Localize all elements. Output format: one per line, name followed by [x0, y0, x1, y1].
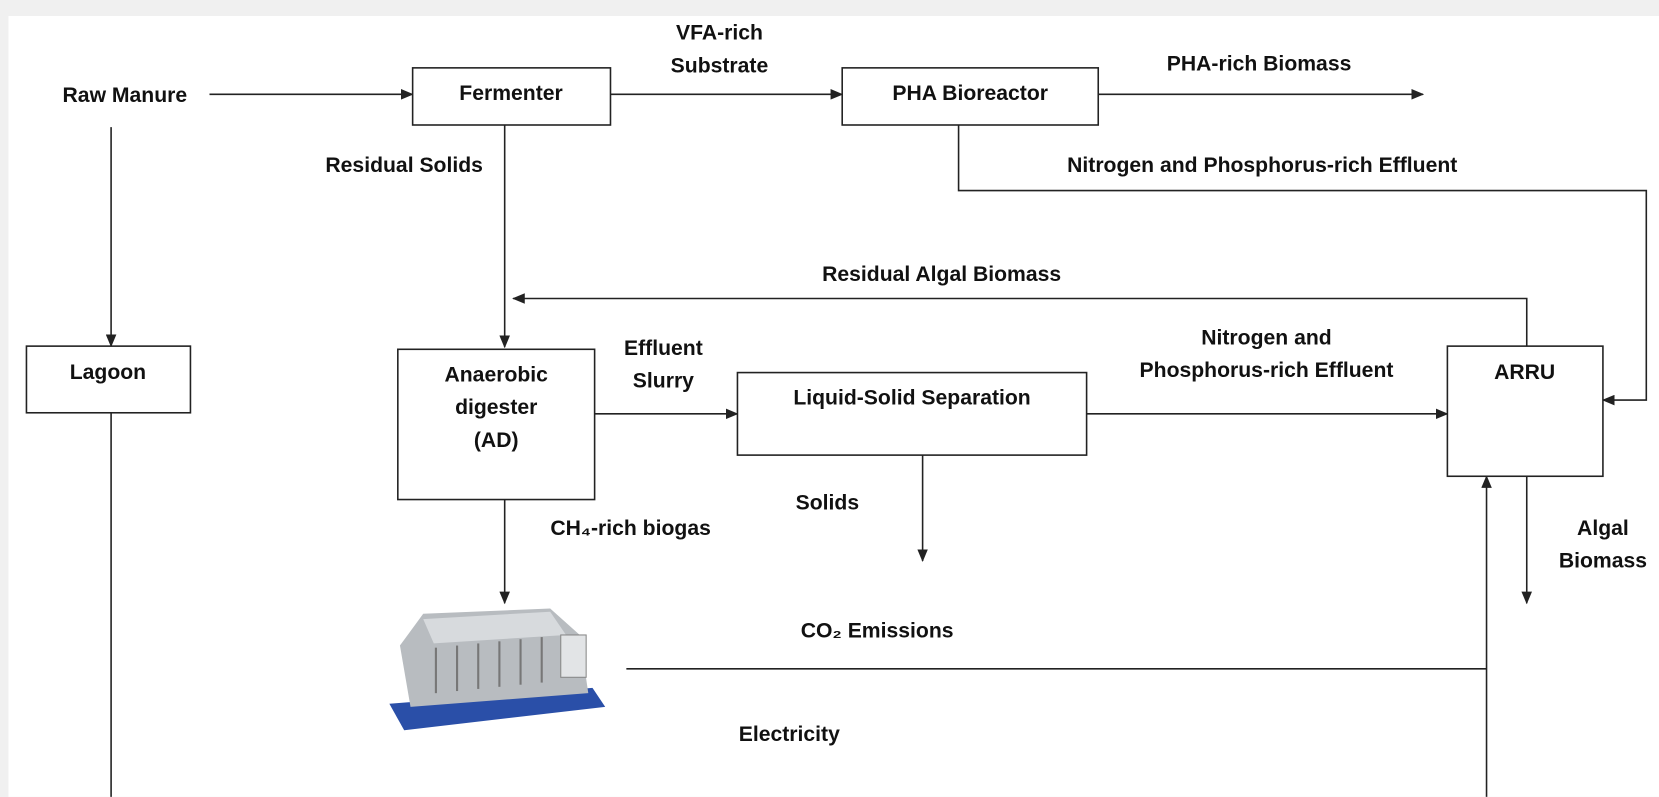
node-label: Lagoon: [70, 361, 146, 384]
edge-label: Residual Solids: [325, 154, 483, 177]
edge-label: Nitrogen and: [1201, 326, 1331, 349]
edge-label: VFA-rich: [676, 22, 763, 45]
node-label: digester: [455, 396, 537, 419]
edge-label: CO₂ Emissions: [801, 619, 954, 642]
edge-label: CH₄-rich biogas: [550, 517, 711, 540]
node-label: Raw Manure: [63, 84, 188, 107]
node-label: (AD): [474, 429, 519, 452]
edge-label: Nitrogen and Phosphorus-rich Effluent: [1067, 154, 1457, 177]
node-label: PHA Bioreactor: [892, 82, 1048, 105]
edge-label: Biomass: [1559, 550, 1647, 573]
edge-label: PHA-rich Biomass: [1167, 52, 1352, 75]
edge-label: Solids: [796, 491, 859, 514]
edge-label: Algal: [1577, 517, 1629, 540]
edge-label: Substrate: [671, 54, 769, 77]
edge-label: Electricity: [739, 723, 840, 746]
node-label: ARRU: [1494, 361, 1555, 384]
edge-label: Effluent: [624, 337, 703, 360]
engine-icon: [389, 608, 606, 731]
node-label: Anaerobic: [444, 363, 548, 386]
edge-label: Residual Algal Biomass: [822, 263, 1061, 286]
connectors: [105, 89, 1648, 797]
node-label: Fermenter: [459, 82, 562, 105]
edge-label: Slurry: [633, 370, 694, 393]
boxes: [25, 67, 1604, 501]
node-label: Liquid-Solid Separation: [793, 387, 1030, 410]
edge-label: Phosphorus-rich Effluent: [1140, 359, 1394, 382]
